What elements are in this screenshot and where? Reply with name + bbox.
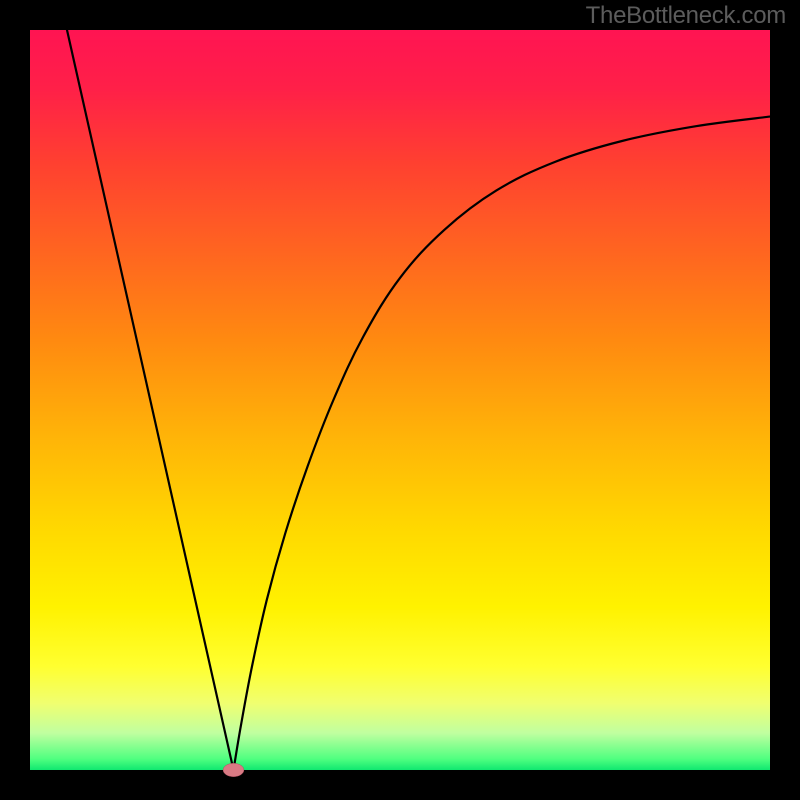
watermark-text: TheBottleneck.com [586, 2, 786, 30]
minimum-marker [223, 763, 244, 776]
plot-background [30, 30, 770, 770]
bottleneck-chart [0, 0, 800, 800]
chart-container: TheBottleneck.com [0, 0, 800, 800]
